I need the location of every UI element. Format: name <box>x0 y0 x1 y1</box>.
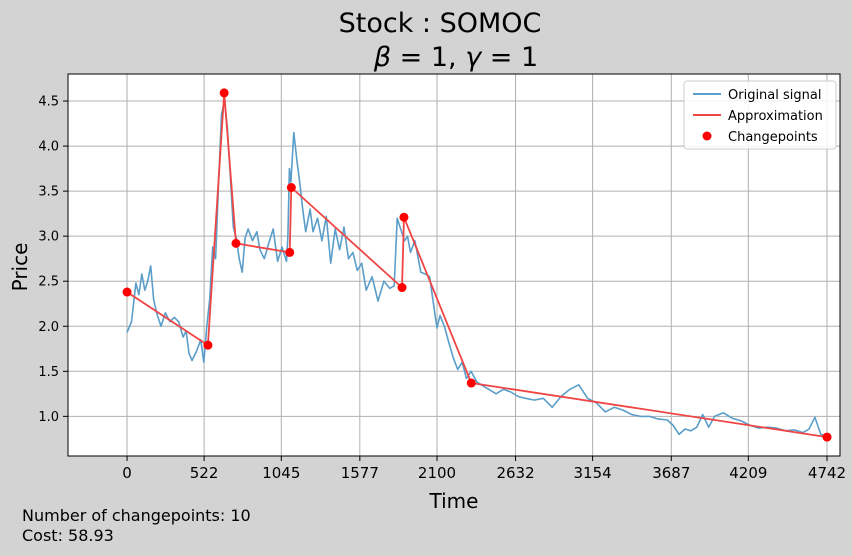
y-tick-label: 4.0 <box>38 140 59 155</box>
gamma-value: 1 <box>521 42 538 73</box>
x-tick-label: 4209 <box>729 464 767 482</box>
series-layer <box>122 88 832 442</box>
x-tick-label: 522 <box>190 464 219 482</box>
x-tick-label: 2100 <box>418 464 456 482</box>
y-tick-label: 2.5 <box>38 275 59 290</box>
footer-stats: Number of changepoints: 10 Cost: 58.93 <box>22 506 251 546</box>
y-tick-label: 4.5 <box>38 95 59 110</box>
x-axis-ticks: 0 522 1045 1577 2100 2632 3154 3687 4209 4742 <box>122 456 846 482</box>
legend-label-original: Original signal <box>728 88 821 103</box>
changepoint-marker <box>399 212 409 222</box>
changepoint-marker <box>286 183 296 193</box>
legend-label-approximation: Approximation <box>728 109 823 124</box>
y-tick-label: 3.5 <box>38 185 59 200</box>
x-tick-label: 4742 <box>808 464 846 482</box>
y-tick-label: 1.5 <box>38 365 59 380</box>
x-tick-label: 3687 <box>652 464 690 482</box>
gamma-symbol: γ <box>465 42 483 73</box>
y-tick-label: 2.0 <box>38 320 59 335</box>
x-tick-label: 1577 <box>341 464 379 482</box>
beta-symbol: β <box>373 42 391 73</box>
y-axis-ticks: 1.0 1.5 2.0 2.5 3.0 3.5 4.0 4.5 <box>38 95 68 425</box>
cost-value: Cost: 58.93 <box>22 526 114 545</box>
x-axis-label: Time <box>429 489 479 513</box>
y-tick-label: 3.0 <box>38 230 59 245</box>
changepoint-marker <box>397 283 407 293</box>
subtitle-separator: , <box>448 42 465 73</box>
y-axis-label: Price <box>8 243 32 292</box>
changepoint-marker <box>219 88 229 98</box>
x-tick-label: 1045 <box>262 464 300 482</box>
chart-title: Stock : SOMOC <box>339 8 542 39</box>
y-tick-label: 1.0 <box>38 410 59 425</box>
changepoint-marker <box>822 432 832 442</box>
beta-equals: = <box>391 42 431 73</box>
legend-marker-changepoints <box>702 131 712 141</box>
gamma-equals: = <box>481 42 521 73</box>
changepoints-count: Number of changepoints: 10 <box>22 506 251 525</box>
legend-label-changepoints: Changepoints <box>728 130 818 145</box>
legend-box <box>683 80 837 150</box>
approximation-line <box>126 92 828 438</box>
changepoint-marker <box>122 287 132 297</box>
legend: Original signal Approximation Changepoin… <box>683 80 837 150</box>
x-tick-label: 2632 <box>496 464 534 482</box>
changepoint-marker <box>231 238 241 248</box>
original-signal-line <box>126 100 828 437</box>
x-tick-label: 0 <box>122 464 132 482</box>
changepoint-marker <box>285 247 295 257</box>
plot-frame <box>67 73 841 457</box>
chart-subtitle: β = 1, γ = 1 <box>373 42 538 73</box>
beta-value: 1 <box>431 42 448 73</box>
changepoint-marker <box>466 378 476 388</box>
x-tick-label: 3154 <box>574 464 612 482</box>
changepoint-marker <box>203 340 213 350</box>
